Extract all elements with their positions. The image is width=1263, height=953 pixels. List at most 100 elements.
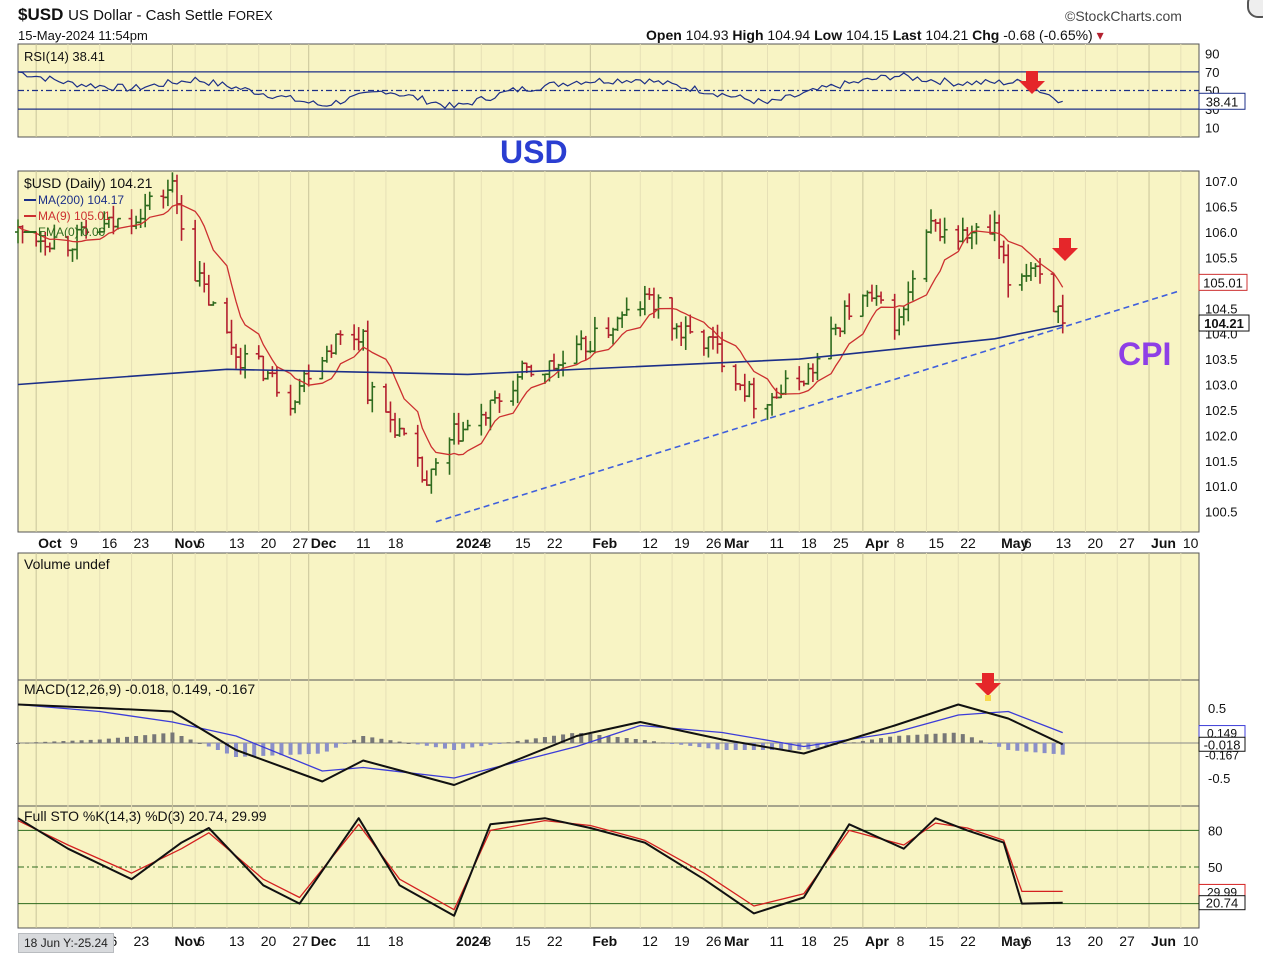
price-tick-label: 101.5 [1205, 454, 1238, 469]
x-axis-label: Jun [1151, 933, 1176, 949]
macd-histogram-bar [279, 743, 284, 756]
macd-histogram-bar [797, 743, 802, 750]
macd-histogram-bar [1042, 743, 1047, 754]
macd-histogram-bar [515, 740, 520, 743]
price-tick-label: 106.0 [1205, 225, 1238, 240]
x-axis-label: Dec [311, 535, 337, 551]
macd-histogram-bar [1015, 743, 1020, 751]
x-axis-label: 10 [1183, 535, 1199, 551]
macd-histogram-bar [978, 740, 983, 743]
macd-histogram-bar [733, 743, 738, 750]
low-value: 104.15 [846, 27, 889, 43]
macd-histogram-bar [842, 743, 847, 744]
macd-histogram-bar [388, 740, 393, 743]
x-axis-label: May [1001, 535, 1028, 551]
macd-histogram-bar [888, 736, 893, 743]
x-axis-label: 18 [388, 535, 404, 551]
red-arrow-icon [1052, 238, 1078, 261]
macd-histogram-bar [715, 743, 720, 750]
x-axis-label: 12 [642, 535, 658, 551]
macd-histogram-bar [579, 733, 584, 743]
price-tick-label: 102.0 [1205, 428, 1238, 443]
macd-histogram-bar [906, 735, 911, 743]
macd-histogram-bar [697, 743, 702, 748]
x-axis-label: 11 [769, 933, 784, 949]
x-axis-label: 22 [547, 933, 563, 949]
cpi-annotation: CPI [1118, 336, 1172, 372]
macd-histogram-bar [551, 735, 556, 743]
x-axis-label: 18 [801, 535, 817, 551]
macd-histogram-bar [915, 734, 920, 743]
rsi-last-label: 38.41 [1206, 94, 1239, 109]
open-value: 104.93 [685, 27, 729, 43]
x-axis-label: Apr [865, 933, 890, 949]
low-label: Low [814, 27, 843, 43]
legend-entry: EMA(0) 0.00 [38, 225, 106, 239]
macd-histogram-bar [270, 743, 275, 756]
red-arrow-icon [1019, 71, 1045, 94]
x-axis-label: 6 [197, 933, 205, 949]
macd-histogram-bar [215, 743, 220, 750]
x-axis-label: 18 [388, 933, 404, 949]
last-label: Last [892, 27, 922, 43]
macd-histogram-bar [243, 743, 248, 757]
macd-histogram-bar [851, 742, 856, 744]
macd-histogram-bar [561, 734, 566, 743]
x-axis-label: 13 [1056, 535, 1072, 551]
macd-histogram-bar [43, 741, 48, 743]
ohlc-readout: Open 104.93 High 104.94 Low 104.15 Last … [646, 27, 1104, 44]
x-axis-label: 8 [897, 535, 905, 551]
price-tick-label: 100.5 [1205, 505, 1238, 520]
x-axis-label: 2024 [456, 933, 487, 949]
crosshair-readout: 18 Jun Y:-25.24 [18, 933, 114, 953]
macd-histogram-bar [588, 734, 593, 743]
macd-histogram-bar [815, 743, 820, 748]
macd-histogram-bar [333, 743, 338, 748]
x-axis-label: 9 [70, 535, 78, 551]
x-axis-label: 23 [134, 535, 150, 551]
macd-histogram-bar [288, 743, 293, 755]
macd-histogram-bar [488, 743, 493, 745]
scroll-knob[interactable] [1247, 0, 1263, 18]
macd-histogram-bar [497, 743, 502, 744]
macd-histogram-bar [960, 734, 965, 743]
x-axis-label: 11 [769, 535, 784, 551]
price-arrow [1052, 238, 1078, 261]
macd-histogram-bar [860, 740, 865, 743]
macd-histogram-bar [706, 743, 711, 749]
macd-histogram-bar [161, 733, 166, 743]
x-axis-label: Apr [865, 535, 890, 551]
x-axis-label: 8 [483, 535, 491, 551]
rsi-arrow [1019, 71, 1045, 94]
x-axis-label: 27 [1119, 933, 1135, 949]
x-axis-label: 11 [356, 933, 371, 949]
sto-k-line [17, 817, 1063, 917]
x-axis-label: 6 [1024, 933, 1032, 949]
macd-histogram-bar [1033, 743, 1038, 753]
x-axis-label: 23 [134, 933, 150, 949]
macd-histogram-bar [16, 743, 20, 744]
macd-histogram-bar [1006, 743, 1011, 750]
price-panel [17, 170, 1200, 533]
macd-histogram-bar [779, 743, 784, 750]
macd-value-label: -0.018 [1204, 737, 1241, 752]
macd-value-box [1198, 736, 1246, 752]
price-tick-label: 106.5 [1205, 200, 1238, 215]
sto-tick-label: 80 [1208, 823, 1222, 838]
x-axis-label: 22 [960, 535, 976, 551]
red-arrow-icon [975, 673, 1001, 696]
open-label: Open [646, 27, 682, 43]
macd-histogram-bar [106, 738, 111, 743]
macd-line [17, 703, 1064, 786]
x-axis-label: May [1001, 933, 1028, 949]
watermark: ©StockCharts.com [1065, 8, 1182, 24]
macd-histogram-bar [524, 739, 529, 743]
macd-histogram-bar [25, 742, 30, 744]
x-axis-label: 20 [261, 535, 277, 551]
price-tick-label: 105.5 [1205, 250, 1238, 265]
macd-histogram-bar [506, 742, 511, 744]
x-axis-label: Mar [724, 933, 749, 949]
volume-title: Volume undef [24, 556, 110, 572]
x-axis-label: 15 [928, 535, 944, 551]
